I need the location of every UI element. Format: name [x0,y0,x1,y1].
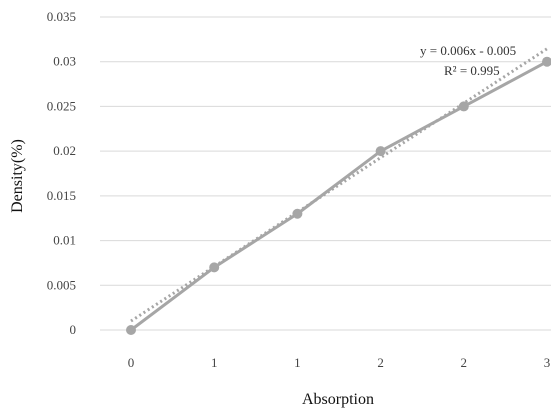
data-point [458,101,469,112]
data-point [542,56,551,67]
x-tick-labels: 0 1 1 2 2 3 [128,355,551,370]
x-axis-title: Absorption [302,391,374,408]
y-tick-label: 0.005 [47,277,76,292]
y-tick-labels: 0 0.005 0.01 0.015 0.02 0.025 0.03 0.035 [47,9,76,337]
data-point [209,262,220,273]
y-tick-label: 0.035 [47,9,76,24]
x-tick-label: 1 [211,355,218,370]
data-series [126,56,551,335]
y-tick-label: 0.01 [53,233,76,248]
trendline [130,47,548,323]
x-tick-label: 1 [294,355,301,370]
x-tick-label: 2 [461,355,468,370]
data-point [375,146,386,157]
trendline-path [130,47,548,323]
x-tick-label: 3 [544,355,551,370]
y-tick-label: 0.025 [47,98,76,113]
y-tick-label: 0.015 [47,188,76,203]
data-point [126,325,136,335]
x-tick-label: 2 [377,355,384,370]
trendline-r-squared: R² = 0.995 [444,63,500,78]
data-point [292,208,303,219]
x-tick-label: 0 [128,355,135,370]
y-tick-label: 0.03 [53,54,76,69]
gridlines [100,16,551,331]
trendline-equation: y = 0.006x - 0.005 [420,43,516,58]
y-axis-title: Density(%) [9,139,26,213]
y-tick-label: 0.02 [53,143,76,158]
y-tick-label: 0 [70,322,77,337]
series-line [130,60,548,332]
